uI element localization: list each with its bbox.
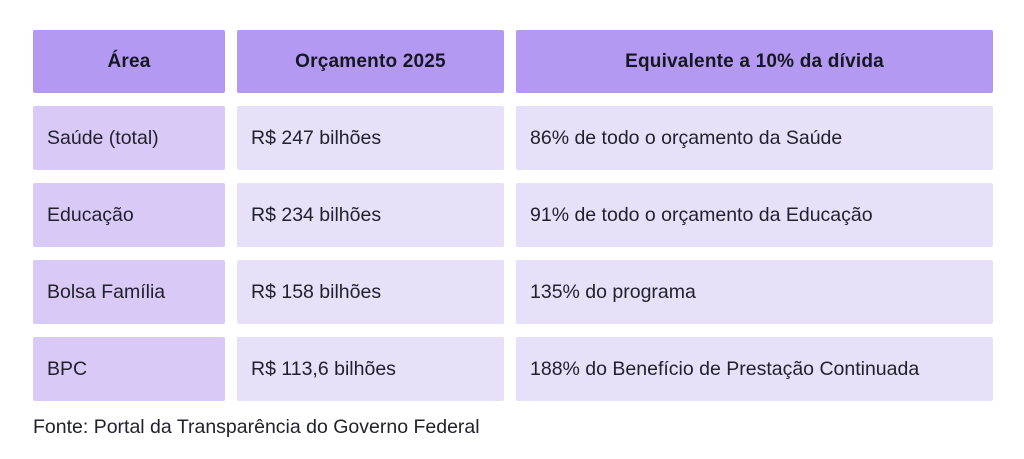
- table-row-bpc-budget-cell: R$ 113,6 bilhões: [237, 337, 504, 401]
- table-row-bpc-area-cell: BPC: [33, 337, 225, 401]
- column-header-area: Área: [33, 30, 225, 93]
- cell-text: 91% de todo o orçamento da Educação: [530, 203, 873, 226]
- table-row-saude-area-cell: Saúde (total): [33, 106, 225, 170]
- table-row-bolsa-familia-equivalent-cell: 135% do programa: [516, 260, 993, 324]
- table-row-saude-budget-cell: R$ 247 bilhões: [237, 106, 504, 170]
- table-row-educacao-budget-cell: R$ 234 bilhões: [237, 183, 504, 247]
- cell-text: 86% de todo o orçamento da Saúde: [530, 126, 843, 149]
- cell-text: Educação: [47, 203, 134, 226]
- column-header-area-label: Área: [107, 50, 151, 72]
- source-note: Fonte: Portal da Transparência do Govern…: [33, 416, 480, 438]
- cell-text: R$ 234 bilhões: [251, 203, 382, 226]
- cell-text: R$ 247 bilhões: [251, 126, 382, 149]
- cell-text: 135% do programa: [530, 280, 696, 303]
- cell-text: R$ 158 bilhões: [251, 280, 382, 303]
- cell-text: 188% do Benefício de Prestação Continuad…: [530, 357, 920, 380]
- column-header-equivalent-label: Equivalente a 10% da dívida: [625, 50, 884, 72]
- table-row-bolsa-familia-budget-cell: R$ 158 bilhões: [237, 260, 504, 324]
- column-header-budget: Orçamento 2025: [237, 30, 504, 93]
- table-row-bolsa-familia-area-cell: Bolsa Família: [33, 260, 225, 324]
- cell-text: BPC: [47, 357, 88, 380]
- table-row-educacao-area-cell: Educação: [33, 183, 225, 247]
- column-header-budget-label: Orçamento 2025: [295, 50, 446, 72]
- cell-text: Saúde (total): [47, 126, 159, 149]
- cell-text: Bolsa Família: [47, 280, 166, 303]
- table-row-bpc-equivalent-cell: 188% do Benefício de Prestação Continuad…: [516, 337, 993, 401]
- table-row-educacao-equivalent-cell: 91% de todo o orçamento da Educação: [516, 183, 993, 247]
- cell-text: R$ 113,6 bilhões: [251, 357, 396, 380]
- column-header-equivalent: Equivalente a 10% da dívida: [516, 30, 993, 93]
- budget-comparison-table: Área Orçamento 2025 Equivalente a 10% da…: [33, 30, 993, 401]
- table-row-saude-equivalent-cell: 86% de todo o orçamento da Saúde: [516, 106, 993, 170]
